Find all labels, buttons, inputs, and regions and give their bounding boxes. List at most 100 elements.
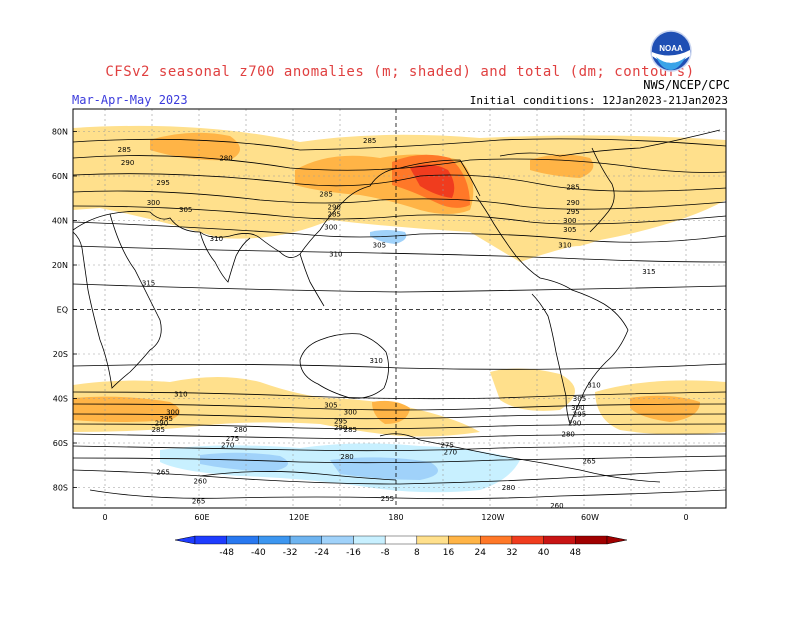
contour-label: 300 — [344, 408, 357, 416]
noaa-logo-icon: NOAA — [650, 30, 692, 72]
colorbar-swatch — [384, 535, 418, 545]
contour-label: 280 — [340, 453, 353, 461]
contour-label: 275 — [440, 442, 453, 450]
colorbar-label: 32 — [506, 548, 517, 558]
contour-label: 255 — [381, 495, 394, 503]
contour-label: 305 — [373, 241, 386, 249]
lon-label: 60W — [581, 513, 599, 522]
season-label: Mar-Apr-May 2023 — [72, 93, 188, 107]
colorbar-arrow-left — [174, 535, 196, 545]
colorbar-swatch — [480, 535, 513, 545]
colorbar-label: 16 — [443, 548, 455, 558]
lon-label: 60E — [194, 513, 209, 522]
lat-label: 40N — [52, 217, 68, 226]
contour-label: 270 — [444, 448, 457, 456]
contour-labels: 2852902802953003053103152852852902853003… — [118, 137, 656, 510]
colorbar-swatch — [511, 535, 544, 545]
contour-label: 280 — [502, 484, 515, 492]
contour-label: 280 — [561, 431, 574, 439]
lat-label: 20S — [53, 350, 68, 359]
colorbar-swatch — [575, 535, 608, 545]
contour-label: 295 — [160, 415, 173, 423]
initial-conditions-label: Initial conditions: 12Jan2023-21Jan2023 — [469, 94, 728, 107]
colorbar-swatch — [543, 535, 576, 545]
svg-text:NOAA: NOAA — [659, 44, 683, 53]
lon-label: 120W — [481, 513, 504, 522]
colorbar-label: -8 — [381, 548, 390, 558]
colorbar-label: -48 — [219, 548, 234, 558]
contour-label: 315 — [642, 268, 655, 276]
contour-label: 305 — [563, 226, 576, 234]
lon-label: 180 — [388, 513, 403, 522]
lat-label: 80S — [53, 484, 68, 493]
contour-label: 280 — [219, 155, 232, 163]
contour-label: 305 — [179, 206, 192, 214]
contour-label: 290 — [566, 199, 579, 207]
contour-label: 280 — [234, 426, 247, 434]
lon-label: 0 — [683, 513, 688, 522]
contour-label: 310 — [558, 241, 571, 249]
contour-label: 285 — [152, 426, 165, 434]
contour-label: 265 — [582, 457, 595, 465]
height-contours — [73, 138, 726, 500]
contour-label: 295 — [573, 411, 586, 419]
contour-label: 295 — [566, 208, 579, 216]
agency-label: NWS/NCEP/CPC — [643, 78, 730, 92]
colorbar-swatch — [258, 535, 291, 545]
contour-label: 285 — [319, 190, 332, 198]
contour-label: 285 — [344, 426, 357, 434]
contour-label: 285 — [566, 184, 579, 192]
colorbar-label: 8 — [414, 548, 420, 558]
colorbar-swatch — [448, 535, 481, 545]
contour-label: 270 — [221, 442, 234, 450]
contour-label: 295 — [156, 179, 169, 187]
contour-label: 265 — [192, 497, 205, 505]
colorbar-label: 48 — [570, 548, 582, 558]
contour-label: 290 — [121, 159, 134, 167]
lon-label: 0 — [102, 513, 107, 522]
contour-label: 285 — [327, 210, 340, 218]
colorbar-label: 24 — [475, 548, 487, 558]
contour-label: 305 — [573, 395, 586, 403]
colorbar-swatch — [353, 535, 386, 545]
longitude-labels: 0 60E 120E 180 120W 60W 0 — [102, 513, 688, 522]
latitude-labels: 80N 60N 40N 20N EQ 20S 40S 60S 80S — [52, 128, 77, 493]
contour-label: 310 — [174, 391, 187, 399]
contour-label: 305 — [324, 402, 337, 410]
contour-label: 295 — [334, 417, 347, 425]
colorbar-swatch — [226, 535, 259, 545]
contour-label: 290 — [327, 204, 340, 212]
contour-label: 300 — [563, 217, 576, 225]
lat-label: 80N — [52, 128, 68, 137]
contour-label: 285 — [363, 137, 376, 145]
lon-label: 120E — [289, 513, 309, 522]
contour-label: 265 — [156, 468, 169, 476]
colorbar-label: 40 — [538, 548, 550, 558]
contour-label: 315 — [142, 279, 155, 287]
lat-label: 40S — [53, 395, 68, 404]
colorbar-arrow-right — [606, 535, 628, 545]
coastlines — [73, 129, 721, 483]
contour-label: 285 — [118, 146, 131, 154]
contour-label: 290 — [155, 419, 168, 427]
colorbar-swatch — [321, 535, 354, 545]
contour-label: 260 — [194, 477, 207, 485]
lat-label: 60S — [53, 439, 68, 448]
contour-label: 290 — [568, 419, 581, 427]
colorbar-swatch — [194, 535, 227, 545]
contour-label: 300 — [571, 404, 584, 412]
contour-label: 290 — [334, 424, 347, 432]
colorbar-swatch — [416, 535, 449, 545]
contour-label: 260 — [550, 502, 563, 510]
colorbar-label: -40 — [251, 548, 266, 558]
contour-label: 300 — [324, 224, 337, 232]
contour-label: 310 — [210, 235, 223, 243]
contour-label: 310 — [587, 382, 600, 390]
colorbar-label: -24 — [314, 548, 329, 558]
contour-label: 310 — [329, 250, 342, 258]
colorbar-label: -16 — [346, 548, 361, 558]
contour-label: 300 — [147, 199, 160, 207]
lat-label: 60N — [52, 172, 68, 181]
